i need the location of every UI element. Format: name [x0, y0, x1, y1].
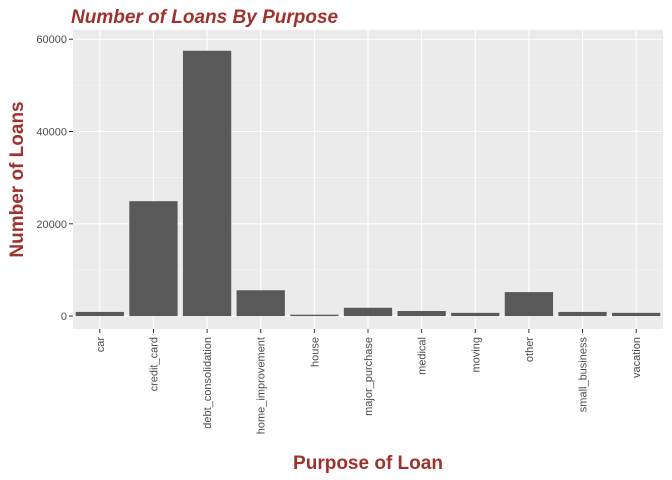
y-axis: 0 20000 40000 60000 — [36, 34, 73, 323]
y-tick-label: 40000 — [36, 127, 67, 139]
x-tick-label: home_improvement — [256, 337, 268, 434]
bar-moving — [451, 312, 500, 317]
y-axis-title: Number of Loans — [7, 101, 28, 257]
x-tick-label: major_purchase — [363, 337, 375, 416]
y-tick-label: 0 — [61, 311, 67, 323]
bar-debt_consolidation — [182, 50, 232, 317]
x-tick-label: car — [95, 337, 107, 353]
x-tick-label: vacation — [631, 337, 643, 378]
bar-other — [504, 292, 554, 317]
bar-credit_card — [129, 201, 178, 317]
x-axis-title: Purpose of Loan — [293, 453, 443, 474]
bar-medical — [397, 311, 446, 317]
x-tick-label: other — [524, 337, 536, 362]
bar-major_purchase — [343, 307, 393, 317]
bar-house — [290, 314, 339, 317]
x-tick-label: medical — [417, 337, 429, 375]
bar-vacation — [612, 312, 661, 317]
x-axis: car credit_card debt_consolidation home_imp… — [95, 329, 643, 434]
y-tick-label: 20000 — [36, 219, 67, 231]
y-tick-label: 60000 — [36, 34, 67, 46]
x-tick-label: house — [309, 337, 321, 367]
x-tick-label: credit_card — [148, 337, 160, 391]
x-tick-label: debt_consolidation — [202, 337, 214, 429]
chart-title: Number of Loans By Purpose — [71, 7, 339, 28]
x-tick-label: small_business — [578, 337, 590, 413]
bar-car — [75, 311, 124, 317]
bar-home_improvement — [236, 290, 285, 317]
bars — [75, 50, 661, 317]
bar-small_business — [558, 311, 607, 317]
x-tick-label: moving — [470, 337, 482, 372]
